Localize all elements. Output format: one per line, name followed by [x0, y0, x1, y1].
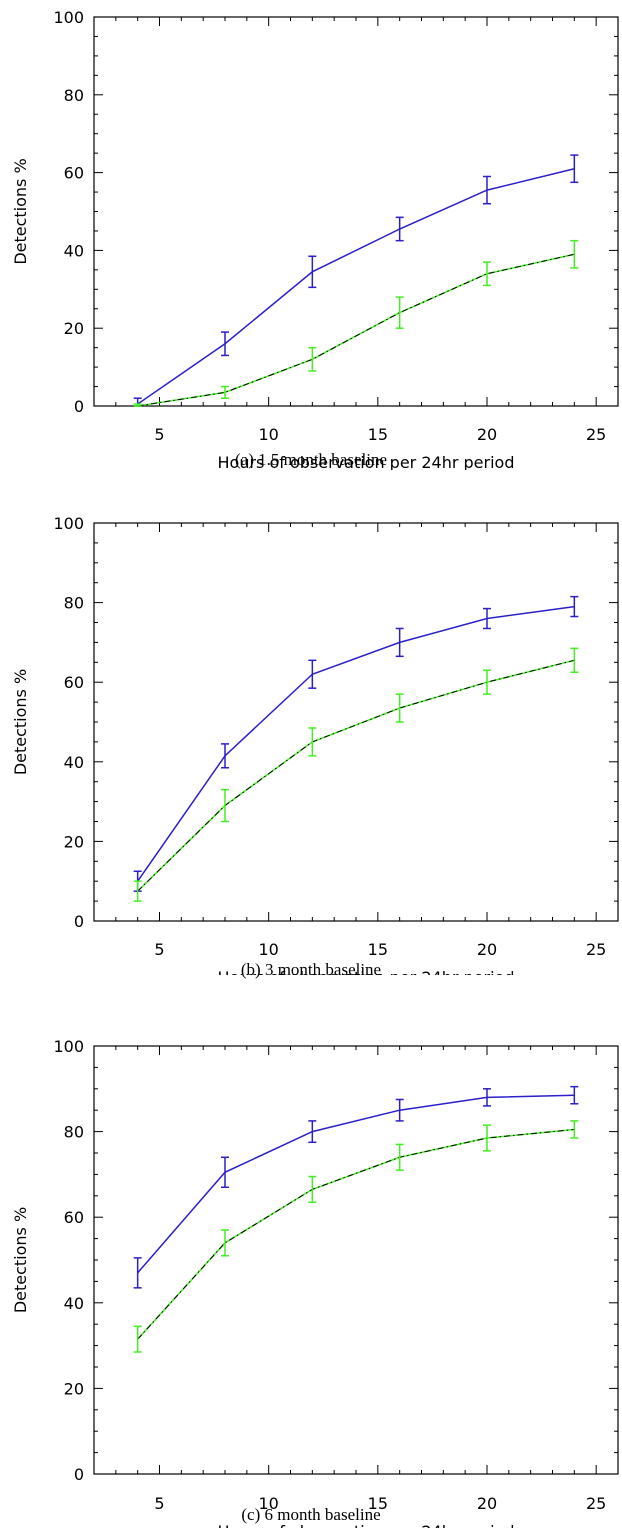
y-tick-label: 100	[53, 8, 84, 27]
error-bar	[570, 1085, 579, 1105]
error-bar	[308, 659, 317, 689]
error-bar	[483, 1088, 491, 1107]
x-tick-label: 15	[368, 940, 388, 959]
y-axis-label: Detections %	[11, 1207, 30, 1313]
series-line-2	[137, 659, 575, 892]
error-bar	[570, 595, 579, 618]
y-tick-label: 40	[64, 241, 84, 260]
error-bar	[221, 1156, 229, 1188]
x-axis-label: Hours of observation per 24hr period	[218, 1522, 515, 1528]
series-line-2-dashes	[137, 1128, 575, 1340]
series-line-1	[137, 167, 575, 405]
error-bar	[483, 607, 491, 630]
y-tick-label: 100	[53, 1037, 84, 1056]
y-tick-label: 60	[64, 1208, 84, 1227]
series-line-1	[137, 605, 575, 882]
error-bar	[133, 1325, 142, 1353]
series-line-2-dashes	[137, 659, 575, 892]
chart-caption-b: (b) 3 month baseline	[240, 960, 382, 979]
x-tick-label: 25	[586, 940, 606, 959]
error-bar	[308, 1175, 317, 1203]
y-tick-label: 80	[64, 1123, 84, 1142]
y-tick-label: 40	[64, 1294, 84, 1313]
error-bar	[221, 788, 229, 823]
error-bar	[221, 1229, 229, 1257]
plot-frame	[93, 522, 619, 922]
x-tick-label: 5	[154, 425, 164, 444]
error-bar	[395, 296, 404, 329]
chart-panel-b: 5 10 15 20 25 0 20 40 60 80 100 Hours of observatio…	[0, 505, 622, 1010]
y-tick-label: 0	[74, 1465, 84, 1484]
y-tick-label: 60	[64, 164, 84, 183]
y-tick-label: 60	[64, 673, 84, 692]
y-axis-label: Detections %	[11, 669, 30, 775]
x-tick-label: 5	[154, 940, 164, 959]
y-tick-label: 0	[74, 397, 84, 416]
x-tick-label: 15	[368, 1494, 388, 1513]
error-bar	[483, 1124, 491, 1152]
chart-b: 5 10 15 20 25 0 20 40 60 80 100 Hours of observatio…	[11, 514, 619, 975]
y-tick-label: 80	[64, 86, 84, 105]
y-tick-label: 100	[53, 514, 84, 533]
x-tick-label: 5	[154, 1494, 164, 1513]
x-tick-label: 25	[586, 1494, 606, 1513]
error-bar	[308, 255, 317, 289]
y-tick-label: 20	[64, 1379, 84, 1398]
error-bar	[570, 647, 579, 673]
x-tick-label: 20	[477, 1494, 497, 1513]
chart-caption-a: (a) 1.5 month baseline	[234, 450, 387, 469]
error-bar	[483, 669, 491, 695]
error-bar	[395, 216, 404, 242]
error-bar	[133, 880, 142, 902]
chart-panel-c: 5 10 15 20 25 0 20 40 60 80 100 Hours of observatio…	[0, 1010, 622, 1528]
error-bar	[395, 693, 404, 723]
series-line-1	[137, 1094, 575, 1274]
x-tick-label: 10	[258, 940, 278, 959]
y-tick-label: 20	[64, 832, 84, 851]
error-bar	[483, 175, 491, 205]
y-tick-label: 0	[74, 912, 84, 931]
plot-frame	[93, 1045, 619, 1475]
error-bar	[133, 403, 142, 407]
error-bar	[395, 1098, 404, 1122]
error-bar	[221, 331, 229, 357]
error-bar	[483, 261, 491, 287]
error-bar	[570, 1120, 579, 1139]
error-bar	[570, 154, 579, 184]
y-tick-label: 20	[64, 319, 84, 338]
chart-c: 5 10 15 20 25 0 20 40 60 80 100 Hours of observatio…	[11, 1037, 619, 1528]
error-bar	[308, 1120, 317, 1144]
series-line-2	[137, 253, 575, 407]
error-bar	[395, 627, 404, 658]
error-bar	[308, 346, 317, 372]
x-tick-label: 20	[477, 425, 497, 444]
error-bar	[395, 1143, 404, 1171]
y-tick-label: 40	[64, 753, 84, 772]
series-line-2	[137, 1128, 575, 1340]
x-axis-label: Hours of observation per 24hr period	[218, 968, 515, 975]
chart-a: 5 10 15 20 25 0 20 40 60 80 100 Hours of observatio…	[11, 8, 619, 470]
error-bar	[221, 385, 229, 399]
error-bar	[133, 1257, 142, 1289]
plot-frame	[93, 16, 619, 407]
error-bar	[308, 727, 317, 757]
x-tick-label: 15	[368, 425, 388, 444]
series-line-2-dashes	[137, 253, 575, 407]
x-tick-label: 10	[258, 1494, 278, 1513]
x-tick-label: 10	[258, 425, 278, 444]
y-axis-label: Detections %	[11, 158, 30, 264]
error-bar	[221, 743, 229, 769]
x-axis-label: Hours of observation per 24hr period	[218, 453, 515, 470]
x-tick-label: 20	[477, 940, 497, 959]
error-bar	[570, 239, 579, 269]
x-tick-label: 25	[586, 425, 606, 444]
y-tick-label: 80	[64, 594, 84, 613]
chart-caption-c: (c) 6 month baseline	[241, 1505, 381, 1524]
chart-panel-a: 5 10 15 20 25 0 20 40 60 80 100 Hours of observatio…	[0, 0, 622, 505]
